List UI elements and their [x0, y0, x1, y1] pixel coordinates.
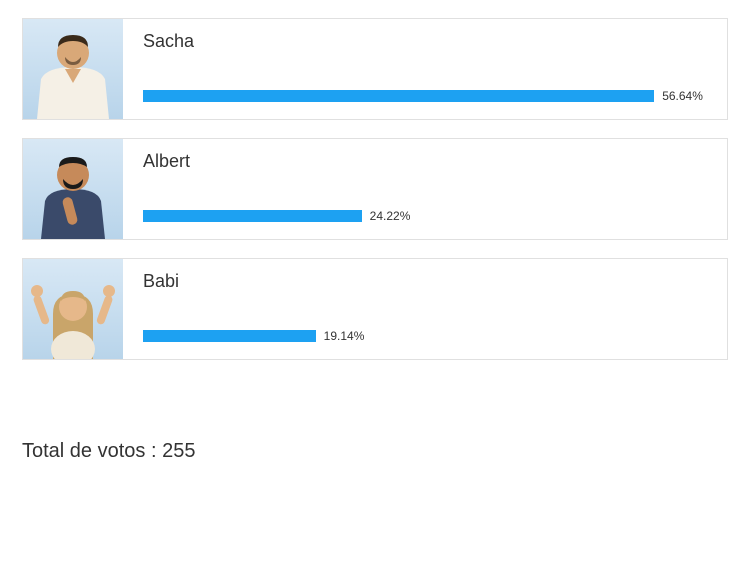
poll-item: Sacha 56.64% — [22, 18, 728, 120]
percent-label: 56.64% — [662, 89, 703, 103]
bar-row: 19.14% — [143, 329, 711, 343]
candidate-name: Babi — [143, 271, 711, 292]
bar-fill — [143, 90, 654, 102]
avatar — [23, 259, 123, 359]
poll-list: Sacha 56.64% Albert 24.22% — [22, 18, 728, 360]
poll-item-content: Babi 19.14% — [123, 259, 727, 359]
bar-row: 24.22% — [143, 209, 711, 223]
poll-item: Babi 19.14% — [22, 258, 728, 360]
percent-label: 24.22% — [370, 209, 411, 223]
candidate-name: Albert — [143, 151, 711, 172]
bar-fill — [143, 330, 316, 342]
bar-fill — [143, 210, 362, 222]
poll-item-content: Sacha 56.64% — [123, 19, 727, 119]
candidate-name: Sacha — [143, 31, 711, 52]
avatar — [23, 139, 123, 239]
total-votes: Total de votos : 255 — [22, 440, 728, 463]
avatar — [23, 19, 123, 119]
bar-row: 56.64% — [143, 89, 711, 103]
poll-item-content: Albert 24.22% — [123, 139, 727, 239]
poll-item: Albert 24.22% — [22, 138, 728, 240]
percent-label: 19.14% — [324, 329, 365, 343]
